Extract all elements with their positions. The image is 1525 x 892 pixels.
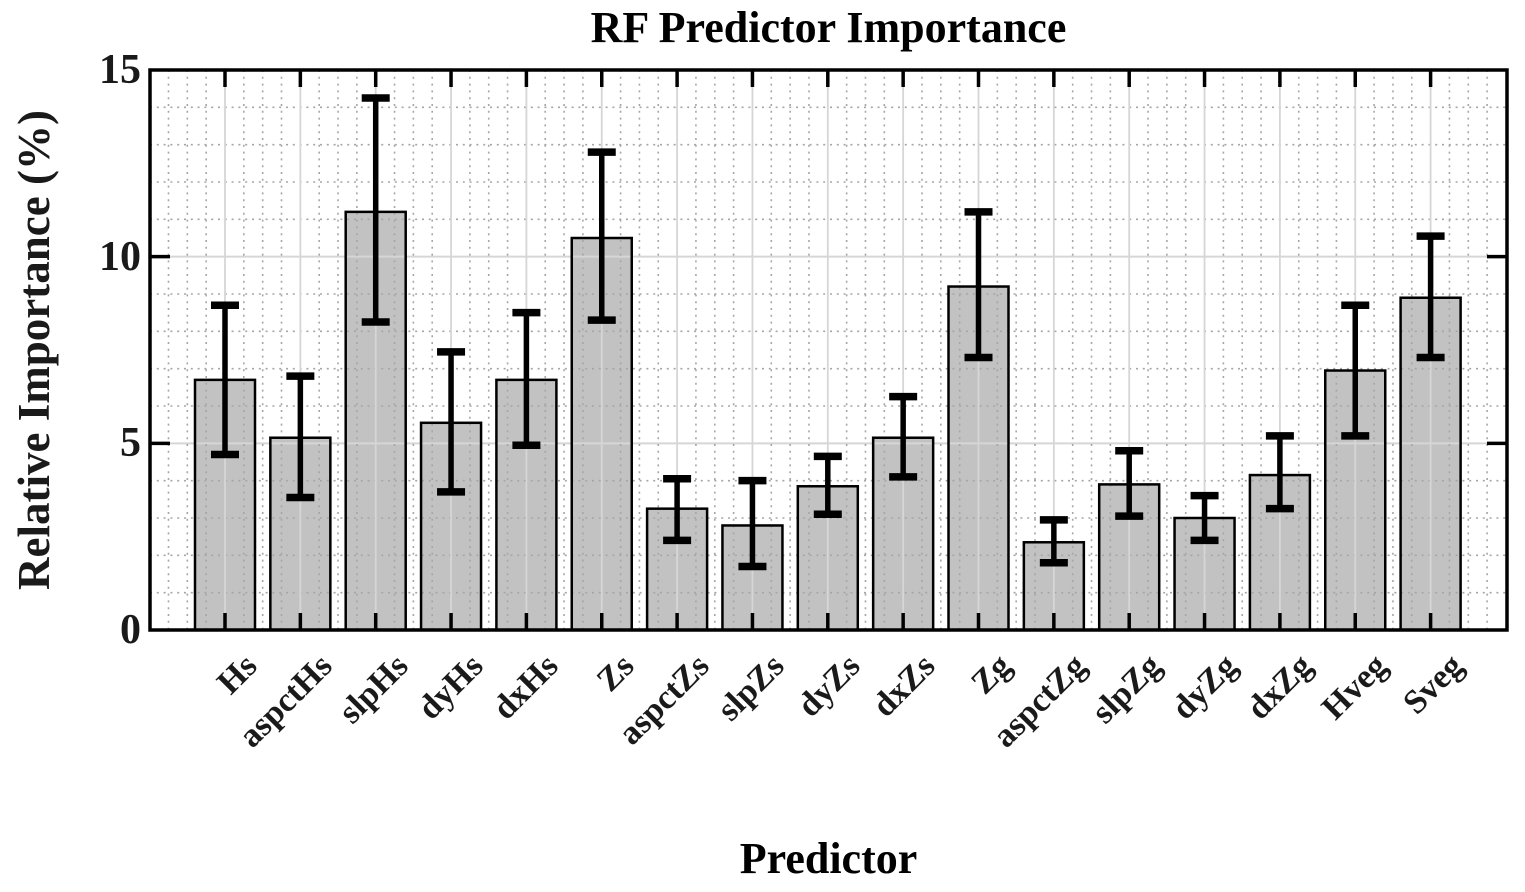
x-axis-label: Predictor bbox=[739, 834, 918, 883]
y-tick-label-5: 5 bbox=[120, 420, 141, 467]
y-tick-label-10: 10 bbox=[99, 233, 141, 280]
y-tick-label-15: 15 bbox=[99, 47, 141, 93]
plot-border bbox=[148, 68, 1509, 632]
chart-title: RF Predictor Importance bbox=[590, 3, 1067, 52]
y-tick-label-0: 0 bbox=[120, 607, 141, 653]
y-axis-label: Relative Importance (%) bbox=[9, 110, 59, 590]
